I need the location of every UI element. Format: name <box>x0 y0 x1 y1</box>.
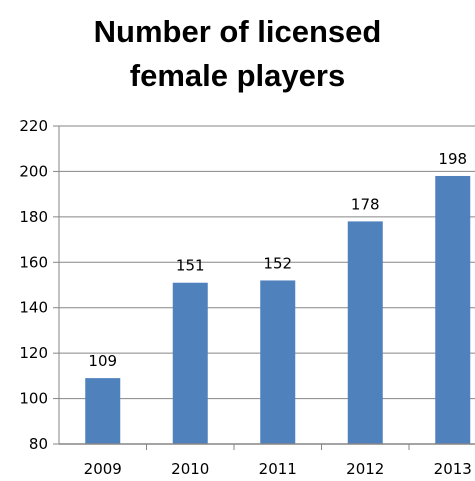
y-tick-label: 220 <box>19 117 48 135</box>
chart-title-line-2: female players <box>129 58 346 93</box>
data-label-2009: 109 <box>88 352 117 370</box>
bar-2013 <box>435 175 471 444</box>
data-label-2010: 151 <box>176 257 205 275</box>
bar-2011 <box>260 280 296 444</box>
data-label-2012: 178 <box>351 195 380 213</box>
y-tick-label: 180 <box>19 208 48 226</box>
y-tick-label: 140 <box>19 299 48 317</box>
y-tick-label: 160 <box>19 253 48 271</box>
bar-2012 <box>347 221 383 444</box>
y-tick-label: 120 <box>19 344 48 362</box>
bar-2009 <box>85 378 121 444</box>
chart-title: Number of licensed female players <box>0 10 475 98</box>
chart-title-line-1: Number of licensed <box>93 14 382 49</box>
x-tick-label-2010: 2010 <box>171 460 209 478</box>
x-tick-label-2011: 2011 <box>259 460 297 478</box>
data-label-2013: 198 <box>438 150 467 168</box>
x-tick-label-2013: 2013 <box>434 460 472 478</box>
y-tick-label: 80 <box>29 435 48 453</box>
y-tick-label: 100 <box>19 390 48 408</box>
bar-2010 <box>172 282 208 444</box>
y-tick-label: 200 <box>19 162 48 180</box>
x-tick-label-2012: 2012 <box>346 460 384 478</box>
data-label-2011: 152 <box>263 254 292 272</box>
x-tick-label-2009: 2009 <box>84 460 122 478</box>
